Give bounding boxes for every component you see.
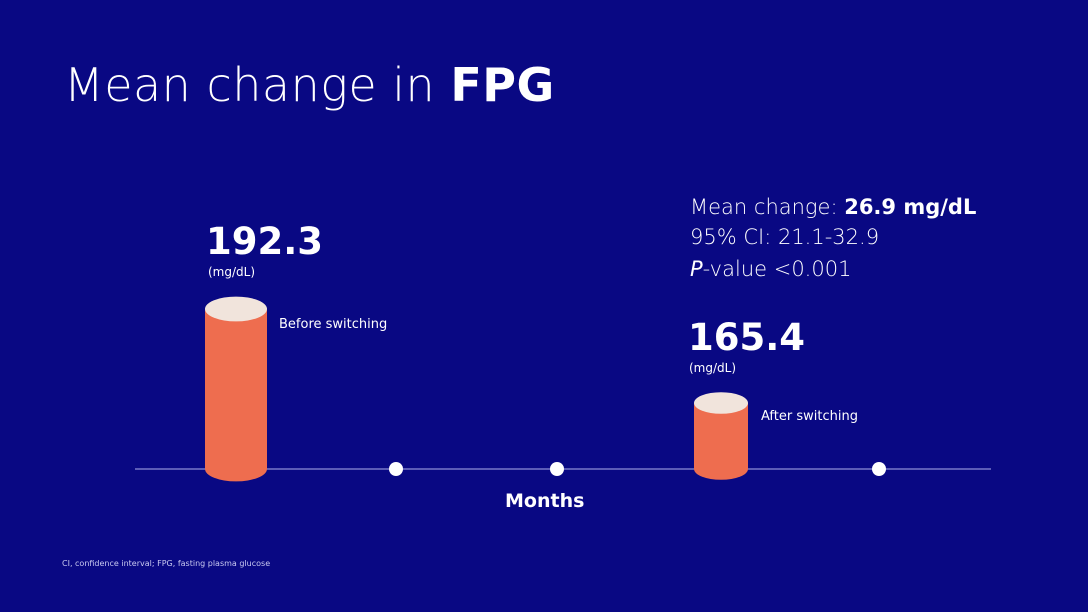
timeline-marker: [550, 462, 564, 476]
title-prefix: Mean change in: [64, 58, 451, 112]
bar-body: [205, 309, 267, 482]
unit-label-before: (mg/dL): [208, 265, 256, 279]
unit-label-after: (mg/dL): [689, 361, 737, 375]
timeline-marker: [872, 462, 886, 476]
bar-label-after: After switching: [761, 409, 858, 424]
bar-top: [205, 296, 267, 322]
ci-row: 95% CI: 21.1-32.9: [690, 225, 880, 249]
bar-top: [694, 392, 748, 414]
p-value-text: -value <0.001: [702, 257, 852, 281]
mean-change-value: 26.9 mg/dL: [844, 195, 977, 219]
bar-body: [694, 403, 748, 480]
x-axis-title: Months: [505, 490, 585, 512]
title-emphasis: FPG: [450, 58, 555, 112]
mean-change-row: Mean change: 26.9 mg/dL: [690, 192, 976, 222]
stats-panel: Mean change: 26.9 mg/dL 95% CI: 21.1-32.…: [690, 192, 976, 284]
timeline-marker: [389, 462, 403, 476]
p-value-row: P-value <0.001: [690, 254, 976, 284]
mean-change-label: Mean change:: [690, 195, 845, 219]
value-label-before: 192.3: [206, 220, 324, 263]
bar-after: [694, 392, 748, 480]
bar-before: [205, 296, 267, 482]
value-label-after: 165.4: [688, 316, 806, 359]
footnote: CI, confidence interval; FPG, fasting pl…: [62, 559, 271, 568]
p-letter: P: [690, 257, 703, 281]
bar-label-before: Before switching: [279, 317, 388, 332]
page-title: Mean change in FPG: [64, 58, 555, 112]
